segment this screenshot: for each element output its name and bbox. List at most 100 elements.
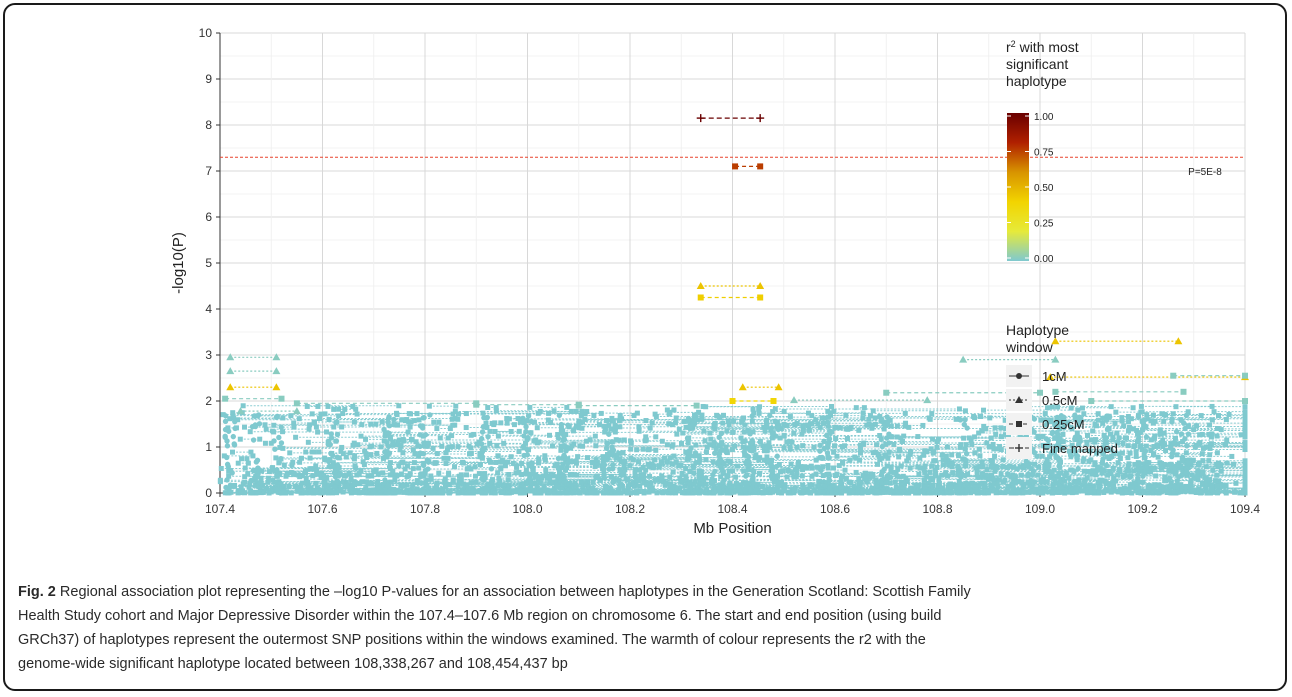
- haplotype-marker: [702, 438, 708, 444]
- haplotype-marker: [800, 443, 806, 449]
- haplotype-marker: [1073, 478, 1080, 485]
- haplotype-marker: [646, 446, 652, 452]
- haplotype-marker: [257, 436, 263, 442]
- haplotype-marker: [1000, 464, 1006, 470]
- haplotype-marker: [750, 467, 756, 474]
- haplotype-marker: [860, 441, 866, 447]
- haplotype-marker: [1154, 442, 1160, 448]
- haplotype-marker: [641, 476, 647, 482]
- haplotype-marker: [811, 444, 817, 450]
- haplotype-marker: [805, 410, 811, 416]
- haplotype-marker: [987, 415, 993, 421]
- haplotype-marker: [719, 447, 725, 453]
- haplotype-marker: [1175, 474, 1182, 480]
- haplotype-marker: [678, 462, 684, 468]
- haplotype-marker: [1013, 479, 1019, 485]
- haplotype-marker: [315, 403, 321, 409]
- haplotype-marker: [506, 416, 512, 422]
- haplotype-marker: [563, 467, 569, 473]
- series-point-triangle: [923, 396, 932, 404]
- background-haplotypes: [217, 403, 1248, 496]
- haplotype-marker: [400, 459, 406, 465]
- haplotype-marker: [1200, 458, 1206, 464]
- haplotype-marker: [606, 431, 612, 437]
- haplotype-marker: [1058, 484, 1064, 491]
- series-point-square: [1052, 388, 1059, 395]
- series-point-square: [222, 395, 229, 402]
- haplotype-marker: [747, 431, 753, 437]
- haplotype-marker: [972, 484, 978, 490]
- haplotype-marker: [248, 478, 254, 484]
- haplotype-marker: [336, 406, 342, 412]
- haplotype-marker: [1045, 417, 1051, 423]
- plot-area: 0 1 2 3 4 5 6 7 8 9 10 107.4 107.6 107.8 108.0 108.2 108…: [170, 26, 1260, 537]
- haplotype-marker: [877, 433, 883, 439]
- series-point-triangle: [1046, 373, 1055, 381]
- haplotype-marker: [594, 461, 600, 467]
- haplotype-marker: [1081, 456, 1087, 462]
- haplotype-marker: [246, 484, 252, 490]
- haplotype-marker: [334, 462, 341, 469]
- haplotype-marker: [564, 488, 570, 495]
- series-point-triangle: [1174, 337, 1183, 345]
- haplotype-marker: [434, 483, 440, 489]
- haplotype-marker: [688, 445, 694, 451]
- haplotype-marker: [1111, 475, 1117, 481]
- x-tick-label: 108.0: [512, 502, 542, 516]
- haplotype-marker: [988, 435, 994, 441]
- haplotype-marker: [1081, 411, 1087, 417]
- haplotype-marker: [361, 462, 367, 468]
- haplotype-marker: [1168, 461, 1174, 468]
- haplotype-marker: [681, 490, 687, 496]
- haplotype-marker: [1117, 488, 1123, 494]
- haplotype-marker: [1084, 440, 1090, 446]
- haplotype-marker: [852, 454, 858, 460]
- haplotype-marker: [521, 433, 527, 439]
- haplotype-marker: [1107, 488, 1113, 494]
- haplotype-marker: [558, 447, 564, 453]
- haplotype-marker: [825, 423, 832, 429]
- haplotype-marker: [623, 476, 629, 482]
- haplotype-marker: [590, 479, 596, 485]
- haplotype-marker: [1019, 479, 1025, 485]
- haplotype-marker: [813, 471, 819, 477]
- haplotype-marker: [269, 465, 275, 471]
- haplotype-marker: [337, 471, 343, 477]
- haplotype-marker: [718, 441, 724, 447]
- haplotype-marker: [1215, 413, 1221, 419]
- haplotype-marker: [979, 471, 985, 477]
- x-tick-label: 108.2: [615, 502, 645, 516]
- haplotype-marker: [817, 424, 823, 430]
- series-point-square: [278, 395, 285, 402]
- haplotype-marker: [1149, 465, 1155, 471]
- caption-line-3: GRCh37) of haplotypes represent the oute…: [18, 632, 926, 648]
- haplotype-marker: [564, 404, 570, 410]
- haplotype-marker: [439, 443, 445, 449]
- haplotype-marker: [976, 446, 982, 452]
- haplotype-marker: [449, 416, 455, 422]
- haplotype-marker: [1117, 456, 1123, 462]
- haplotype-marker: [884, 414, 890, 420]
- haplotype-marker: [417, 432, 423, 438]
- haplotype-marker: [320, 488, 326, 494]
- haplotype-marker: [636, 424, 642, 430]
- window-legend-entry: 1cM: [1006, 365, 1067, 387]
- haplotype-marker: [468, 451, 474, 457]
- haplotype-marker: [398, 443, 404, 449]
- haplotype-marker: [1198, 413, 1204, 419]
- haplotype-marker: [805, 422, 811, 428]
- haplotype-marker: [560, 472, 567, 479]
- series-point-square: [693, 402, 700, 409]
- haplotype-marker: [716, 434, 722, 440]
- haplotype-marker: [564, 460, 571, 467]
- haplotype-marker: [621, 437, 627, 443]
- haplotype-marker: [232, 418, 238, 425]
- haplotype-marker: [957, 416, 963, 423]
- haplotype-marker: [328, 450, 334, 457]
- haplotype-marker: [338, 487, 344, 493]
- haplotype-marker: [828, 403, 834, 409]
- haplotype-marker: [949, 452, 955, 458]
- haplotype-marker: [1199, 469, 1205, 475]
- haplotype-marker: [478, 441, 485, 447]
- haplotype-marker: [794, 470, 800, 476]
